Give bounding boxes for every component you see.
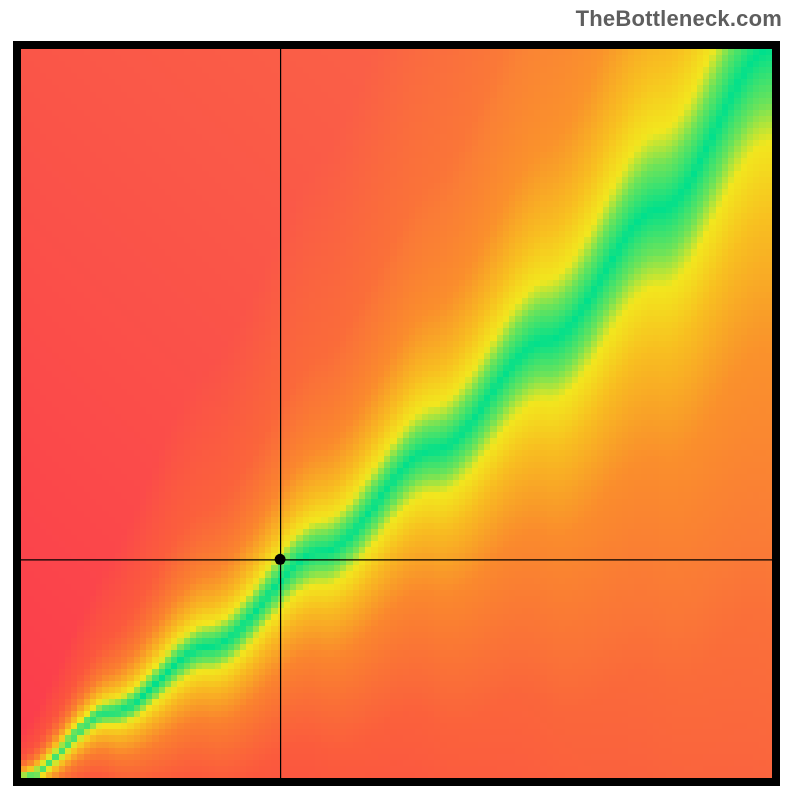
- bottleneck-heatmap: [0, 0, 800, 800]
- watermark-text: TheBottleneck.com: [576, 6, 782, 32]
- chart-container: TheBottleneck.com: [0, 0, 800, 800]
